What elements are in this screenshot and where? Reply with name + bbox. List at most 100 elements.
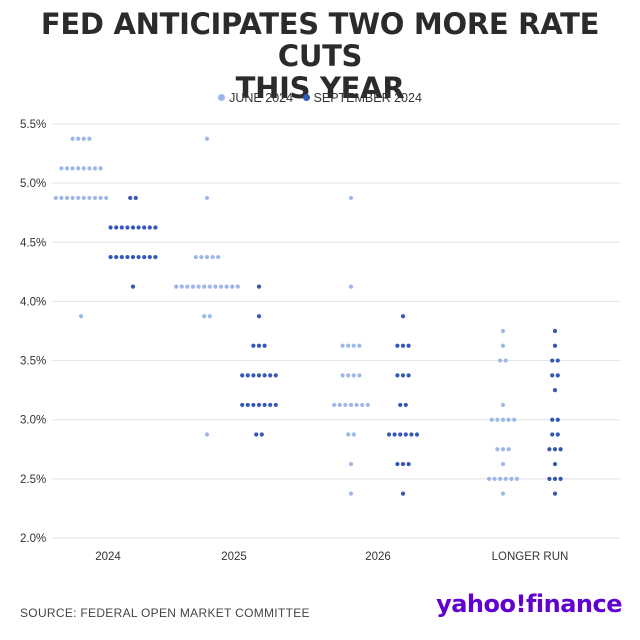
dot-point [262,373,267,378]
dot-point [142,225,147,230]
dot-point [547,447,552,452]
y-tick-label: 5.0% [20,178,46,190]
dot-point [273,373,278,378]
dot-point [332,402,337,408]
dot-point [64,195,70,201]
dot-point [196,284,201,289]
dot-point [351,373,356,378]
dot-point [216,254,221,260]
dot-point [552,476,558,481]
dot-point [104,195,109,201]
dot-point [351,343,356,348]
dot-point [256,343,262,348]
dot-point [153,254,158,260]
dot-point [254,432,259,437]
dot-point [70,136,75,141]
dot-point [251,402,256,408]
dot-point [81,166,86,171]
dot-point [81,136,86,141]
dot-point [213,284,218,289]
dot-point [500,343,506,348]
dot-point [70,195,75,201]
dot-point [558,476,563,481]
dot-point [174,284,179,289]
dot-point [340,373,345,378]
dot-point [256,402,262,408]
dot-point [114,254,119,260]
dot-point [555,373,560,378]
dot-point [133,195,138,201]
dot-point [130,254,136,260]
dot-point [136,225,141,230]
dot-point [262,402,267,408]
dot-point [218,284,224,289]
dot-point [59,166,64,171]
dot-point [486,476,492,481]
chart-title: FED ANTICIPATES TWO MORE RATE CUTS THIS … [0,8,640,104]
dot-point [204,432,210,437]
dot-point [53,195,58,201]
dot-point [70,166,75,171]
dot-point [414,432,420,437]
y-tick-label: 4.5% [20,237,46,249]
dot-point [348,402,354,408]
dot-point [552,328,558,334]
dot-point [552,447,558,452]
dot-point [337,402,342,408]
dot-point [87,166,92,171]
dot-point [552,343,558,348]
dot-point [348,284,354,289]
dot-point [114,225,119,230]
dot-point [386,432,392,437]
chart-title-line-2: THIS YEAR [235,71,405,105]
dot-point [268,373,273,378]
dot-point [552,461,558,467]
dot-point [392,432,397,437]
dot-point [108,254,113,260]
dot-point [500,447,506,452]
y-tick-label: 4.0% [20,296,46,308]
dot-point [403,432,408,437]
x-category-label: LONGER RUN [492,551,569,563]
dot-point [76,166,81,171]
dot-point [240,373,245,378]
dot-point [500,402,506,408]
dot-point [185,284,190,289]
dot-point [81,195,86,201]
dot-point [78,314,84,319]
dot-point [398,402,403,408]
dot-point [202,284,207,289]
dot-point [340,343,345,348]
y-tick-label: 2.0% [20,533,46,545]
dot-point [98,195,103,201]
dot-point [136,254,141,260]
dot-point [552,388,558,393]
dot-point [125,254,130,260]
dot-point [506,417,511,422]
dot-point [235,284,240,289]
legend-marker-september [302,94,310,101]
dot-point [92,166,98,171]
dot-point [256,314,262,319]
dot-point [130,225,136,230]
dot-point [406,343,411,348]
chart-title-line-1: FED ANTICIPATES TWO MORE RATE CUTS [40,7,600,73]
dot-point [503,358,508,363]
dot-point [495,447,500,452]
dot-point [398,432,403,437]
dot-point [179,284,184,289]
dot-point [555,358,560,363]
dot-point [251,373,256,378]
chart-legend: JUNE 2024 SEPTEMBER 2024 [0,90,640,105]
yahoo-finance-logo: yahoo!finance [436,590,622,618]
dot-point [199,254,204,260]
dot-point [204,254,210,260]
dot-point [550,417,555,422]
dot-point [207,314,212,319]
dot-point [240,402,245,408]
legend-label-june: JUNE 2024 [229,90,294,105]
dot-point [495,417,500,422]
dot-point [395,373,400,378]
dot-point [119,254,124,260]
dot-point [245,373,250,378]
